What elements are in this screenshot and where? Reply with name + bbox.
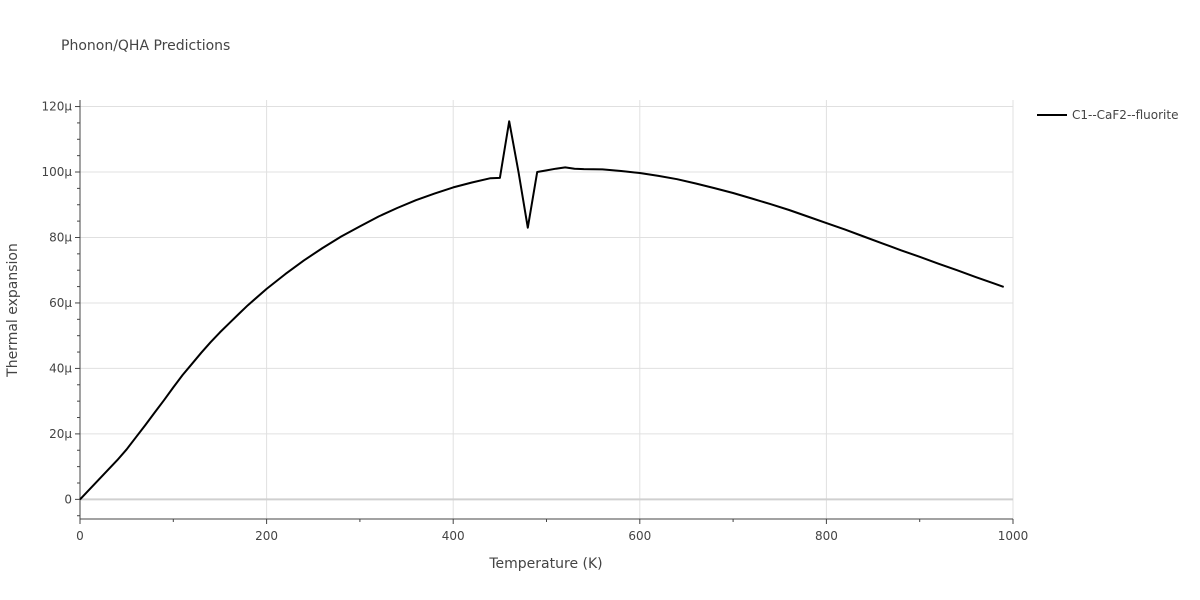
y-tick-label: 100μ (41, 165, 72, 179)
y-tick-label: 0 (64, 492, 72, 506)
x-axis-title: Temperature (K) (488, 556, 602, 572)
legend[interactable]: C1--CaF2--fluorite (1037, 108, 1178, 122)
x-tick-label: 0 (76, 529, 84, 543)
x-tick-label: 600 (628, 529, 651, 543)
ticks: 0 200 400 600 800 1000 0 20μ 40μ 60μ 80μ 100μ 120μ (41, 100, 1028, 543)
y-tick-label: 20μ (49, 427, 72, 441)
chart-title: Phonon/QHA Predictions (61, 38, 230, 54)
series-layer (79, 120, 1005, 501)
x-tick-label: 200 (255, 529, 278, 543)
x-tick-label: 800 (815, 529, 838, 543)
grid (80, 100, 1014, 519)
x-tick-label: 400 (442, 529, 465, 543)
y-tick-label: 40μ (49, 361, 72, 375)
legend-label: C1--CaF2--fluorite (1072, 108, 1178, 122)
y-axis-title: Thermal expansion (5, 243, 21, 378)
y-tick-label: 60μ (49, 296, 72, 310)
series-line (79, 120, 1005, 501)
y-tick-label: 120μ (41, 100, 72, 114)
x-tick-label: 1000 (998, 529, 1029, 543)
y-tick-label: 80μ (49, 230, 72, 244)
